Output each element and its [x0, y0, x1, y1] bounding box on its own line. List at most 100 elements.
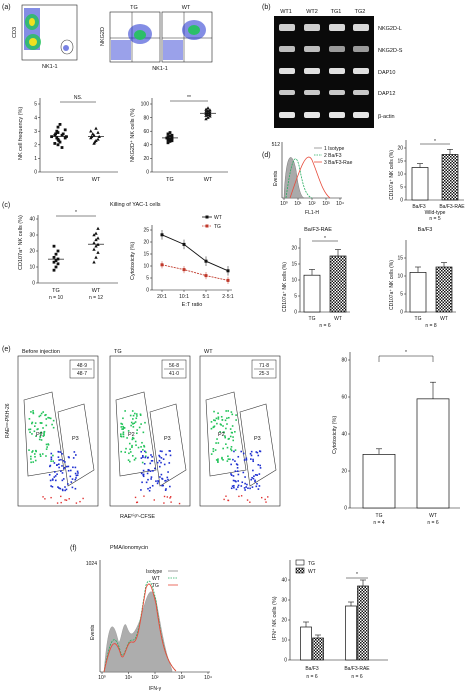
cyto-tick-label: 15	[143, 252, 149, 258]
fbar-legend-tg: TG	[308, 561, 315, 567]
cyto-point	[204, 274, 208, 278]
c107-tick-label: 30	[29, 233, 35, 239]
e-ratio-bottom: 25·3	[259, 371, 269, 377]
panel-f-title: PMA/ionomycin	[110, 545, 148, 551]
cyto-tick-label: 0	[146, 288, 149, 294]
cyto-legend: WT TG	[202, 215, 222, 230]
dwt-cat-baf3-rae: Ba/F3-RAE	[439, 204, 465, 210]
ebar-n-tg: n = 4	[373, 520, 384, 526]
hist-d-x-tick-label: 10⁰	[280, 201, 288, 207]
nk-frequency-ylabel: NK cell frequency (%)	[18, 107, 24, 160]
flow-title-tg: TG	[130, 5, 138, 11]
cyto-legend-tg: TG	[214, 224, 221, 230]
dbaf3-tick-label: 0	[400, 310, 403, 316]
hist-f-x-tick-label: 10⁰	[98, 675, 106, 681]
drae-bar	[329, 255, 347, 313]
drae-tick-label: 10	[291, 278, 297, 284]
hist-d-xlabel: FL1-H	[305, 210, 319, 216]
nkg2d-group-wt: WT	[204, 177, 213, 183]
c107-tick-label: 40	[29, 217, 35, 223]
e-ratio-top: 56·8	[169, 363, 179, 369]
nkg2d-point	[206, 106, 210, 110]
nkg2d-point	[204, 107, 208, 111]
fbar-tick-label: 0	[284, 658, 287, 664]
e-gate-p3-label: P3	[72, 436, 79, 442]
drae-tick-label: 5	[294, 294, 297, 300]
fbar-sig: *	[356, 572, 358, 578]
freq-point	[56, 143, 60, 147]
e-ratio-top: 71·8	[259, 363, 269, 369]
dwt-tick-label: 20	[397, 146, 403, 152]
gel-band-nkg2d-l: NKG2D-L	[378, 26, 402, 32]
nkg2d-point	[170, 133, 174, 137]
freq-tick-label: 4	[34, 115, 37, 121]
cyto-point	[226, 269, 230, 273]
freq-point	[50, 135, 53, 139]
nkg2d-point	[168, 131, 172, 134]
cyto-ylabel: Cytotoxicity (%)	[130, 242, 136, 280]
e-gate-p2	[115, 391, 157, 477]
cyto-x-tick-label: 20:1	[157, 294, 167, 300]
cd107a-yac-group-tg: TG	[52, 288, 60, 294]
e-gate-p2	[205, 391, 247, 477]
freq-point	[58, 123, 62, 126]
nkg2d-point	[166, 141, 170, 145]
c107-point	[94, 244, 98, 248]
freq-point	[91, 132, 95, 136]
ebar-tick-label: 0	[344, 506, 347, 512]
drae-tick-label: 0	[294, 310, 297, 316]
c107-point	[96, 226, 100, 230]
freq-point	[54, 132, 57, 136]
panel-f-label: (f)	[70, 545, 77, 552]
c107-tick-label: 20	[29, 249, 35, 255]
fbar-tick-label: 20	[281, 618, 287, 624]
freq-point	[60, 146, 64, 149]
e-gate-p2	[23, 391, 65, 477]
drae-ylabel: CD107a⁺ NK cells (%)	[282, 262, 288, 312]
e-gate-p3	[239, 403, 277, 487]
gel-lane-tg2: TG2	[355, 9, 366, 15]
fbar-bar-wt	[312, 637, 324, 661]
cyto-tick-label: 20	[143, 240, 149, 246]
fbar-bar-wt	[357, 585, 369, 661]
dbaf3-cat-wt: WT	[440, 316, 448, 322]
nk-frequency-group-tg: TG	[56, 177, 64, 183]
ebar-cat-wt: WT	[429, 513, 437, 519]
gel-band-nkg2d-s: NKG2D-S	[378, 48, 403, 54]
cyto-point	[182, 268, 186, 272]
cd107a-yac-n-tg: n = 10	[49, 295, 63, 301]
hist-d-x-tick-label: 10²	[308, 201, 316, 207]
nk-frequency-sig: NS.	[74, 95, 82, 101]
nkg2d-point	[208, 110, 212, 114]
nkg2d-ylabel: NKG2D⁺ NK cells (%)	[129, 108, 136, 162]
flow-x-axis-nk11-left: NK1-1	[42, 64, 58, 70]
nkg2d-point	[170, 139, 174, 143]
c107-point	[94, 238, 98, 242]
dwt-cat-baf3: Ba/F3	[412, 204, 426, 210]
c107-point	[96, 236, 100, 240]
flow-x-axis-nk11-right: NK1-1	[152, 66, 168, 72]
nkg2d-tick-label: 40	[143, 143, 149, 149]
freq-point	[56, 125, 60, 129]
nkg2d-point	[204, 117, 208, 121]
gel-lane-tg1: TG1	[331, 9, 342, 15]
hist-f-ylabel: Events	[90, 624, 96, 640]
cyto-point	[204, 259, 208, 263]
c107-point	[92, 233, 96, 237]
panel-c-title: Killing of YAC-1 cells	[110, 202, 161, 208]
c107-point	[92, 260, 96, 264]
flow-y-axis-cd3: CD3	[12, 27, 18, 38]
hist-d-x-tick-label: 10¹	[294, 201, 302, 207]
ifn-histogram: 1024 10⁰ 10¹ 10² 10³ 10⁴ IFN-γ Isotype WT TG	[86, 560, 212, 692]
c107-tick-label: 10	[29, 265, 35, 271]
fbar-ylabel: IFN⁺ NK cells (%)	[271, 596, 278, 640]
cd107a-yac-ylabel: CD107a⁺ NK cells (%)	[17, 215, 24, 270]
freq-point	[93, 140, 97, 144]
panel-a-label: (a)	[2, 4, 11, 11]
c107-point	[52, 268, 56, 272]
nkg2d-group-tg: TG	[166, 177, 174, 183]
flow-y-axis-nkg2d: NKG2D	[100, 27, 106, 46]
freq-tick-label: 0	[34, 170, 37, 176]
nkg2d-point	[168, 140, 172, 143]
c107-point	[56, 249, 60, 253]
